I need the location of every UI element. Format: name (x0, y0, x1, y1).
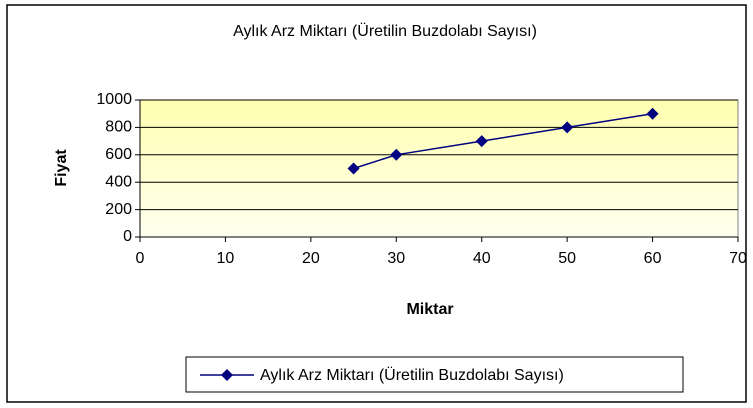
plot-area (139, 99, 739, 238)
y-tick-label: 600 (105, 146, 132, 163)
chart-title: Aylık Arz Miktarı (Üretilin Buzdolabı Sa… (233, 22, 537, 40)
data-point (390, 148, 403, 161)
data-point (646, 107, 659, 120)
x-tick-label: 70 (729, 250, 747, 267)
data-point (347, 162, 360, 175)
x-tick-label: 10 (217, 250, 235, 267)
x-tick-label: 50 (558, 250, 576, 267)
data-point (561, 121, 574, 134)
x-axis-label: Miktar (406, 301, 453, 318)
legend-marker (221, 369, 233, 381)
y-axis-label: Fiyat (53, 149, 70, 187)
x-tick-label: 30 (387, 250, 405, 267)
y-tick-label: 400 (105, 173, 132, 190)
y-tick-label: 200 (105, 201, 132, 218)
x-tick-label: 60 (644, 250, 662, 267)
y-tick-label: 1000 (96, 91, 132, 108)
x-tick-label: 40 (473, 250, 491, 267)
data-point (475, 135, 488, 148)
legend-box (185, 356, 684, 393)
x-tick-label: 0 (136, 250, 145, 267)
y-tick-label: 800 (105, 119, 132, 136)
y-tick-label: 0 (123, 228, 132, 245)
x-tick-label: 20 (302, 250, 320, 267)
legend-label: Aylık Arz Miktarı (Üretilin Buzdolabı Sa… (260, 366, 564, 384)
